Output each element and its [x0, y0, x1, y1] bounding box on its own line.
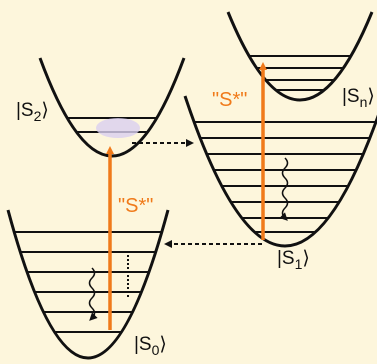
state-suffix: ⟩: [159, 334, 166, 355]
state-label: |S1⟩: [277, 248, 310, 272]
state-prefix: |S: [277, 248, 295, 269]
state-subscript: 0: [152, 342, 160, 358]
excitation-label: "S*": [118, 195, 153, 217]
state-label: |S2⟩: [16, 100, 49, 124]
excitation-label: "S*": [212, 89, 247, 111]
shaded-region: [96, 118, 140, 138]
state-prefix: |S: [16, 100, 34, 121]
state-label: |Sn⟩: [342, 86, 375, 110]
state-subscript: n: [360, 94, 368, 110]
state-subscript: 2: [34, 108, 42, 124]
state-suffix: ⟩: [41, 100, 48, 121]
state-prefix: |S: [134, 334, 152, 355]
background: [0, 0, 377, 364]
state-label: |S0⟩: [134, 334, 167, 358]
diagram: "S*" "S*" |S2⟩ |Sn⟩ |S1⟩ |S0⟩: [0, 0, 377, 364]
state-subscript: 1: [295, 256, 303, 272]
state-suffix: ⟩: [367, 86, 374, 107]
state-suffix: ⟩: [302, 248, 309, 269]
state-prefix: |S: [342, 86, 360, 107]
